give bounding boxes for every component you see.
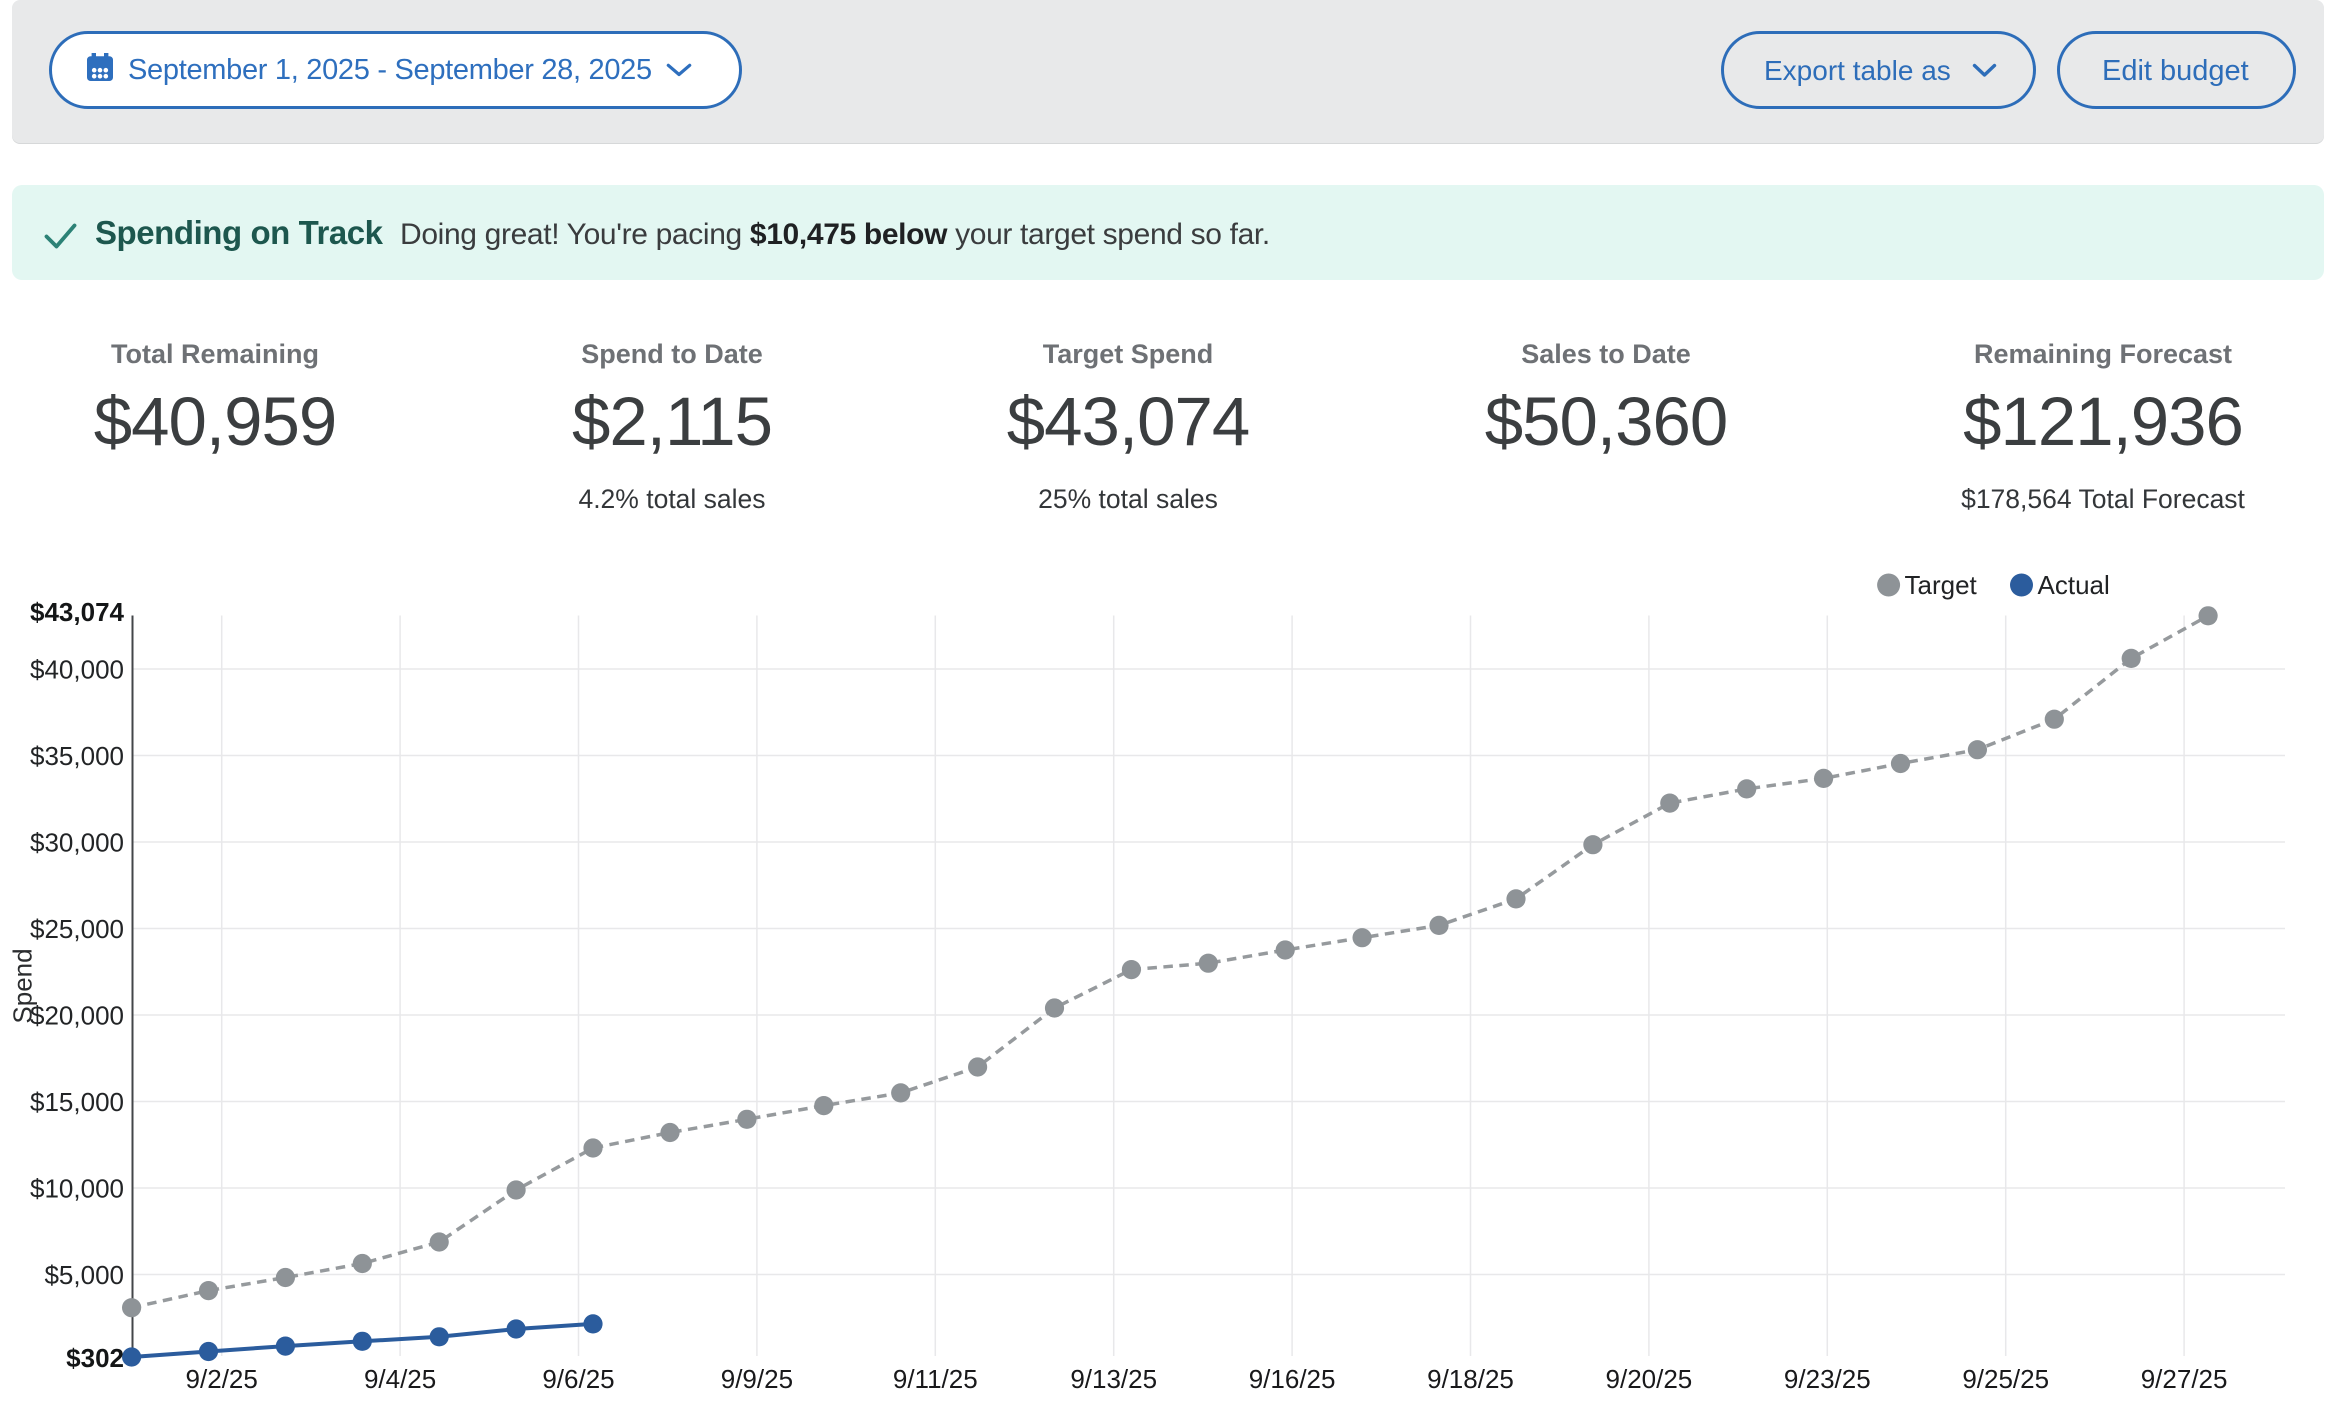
- svg-text:$5,000: $5,000: [44, 1260, 124, 1290]
- svg-text:$43,074: $43,074: [30, 597, 125, 627]
- svg-text:$10,000: $10,000: [30, 1174, 124, 1204]
- svg-text:Target: Target: [1905, 570, 1978, 600]
- svg-text:$30,000: $30,000: [30, 828, 124, 858]
- svg-text:9/11/25: 9/11/25: [893, 1364, 978, 1394]
- svg-text:$15,000: $15,000: [30, 1087, 124, 1117]
- svg-text:$25,000: $25,000: [30, 914, 124, 944]
- svg-text:9/9/25: 9/9/25: [721, 1364, 793, 1394]
- svg-text:Spend: Spend: [8, 948, 38, 1023]
- svg-text:9/23/25: 9/23/25: [1784, 1364, 1871, 1394]
- svg-text:9/20/25: 9/20/25: [1606, 1364, 1693, 1394]
- svg-text:$35,000: $35,000: [30, 741, 124, 771]
- svg-text:9/13/25: 9/13/25: [1070, 1364, 1157, 1394]
- svg-text:9/16/25: 9/16/25: [1249, 1364, 1336, 1394]
- svg-text:$40,000: $40,000: [30, 655, 124, 685]
- svg-text:9/2/25: 9/2/25: [186, 1364, 258, 1394]
- svg-text:9/27/25: 9/27/25: [2141, 1364, 2228, 1394]
- svg-text:9/25/25: 9/25/25: [1962, 1364, 2049, 1394]
- svg-text:$302: $302: [66, 1343, 124, 1373]
- svg-text:$20,000: $20,000: [30, 1001, 124, 1031]
- svg-text:9/6/25: 9/6/25: [542, 1364, 614, 1394]
- svg-text:Actual: Actual: [2038, 570, 2110, 600]
- svg-text:9/4/25: 9/4/25: [364, 1364, 436, 1394]
- svg-text:9/18/25: 9/18/25: [1427, 1364, 1514, 1394]
